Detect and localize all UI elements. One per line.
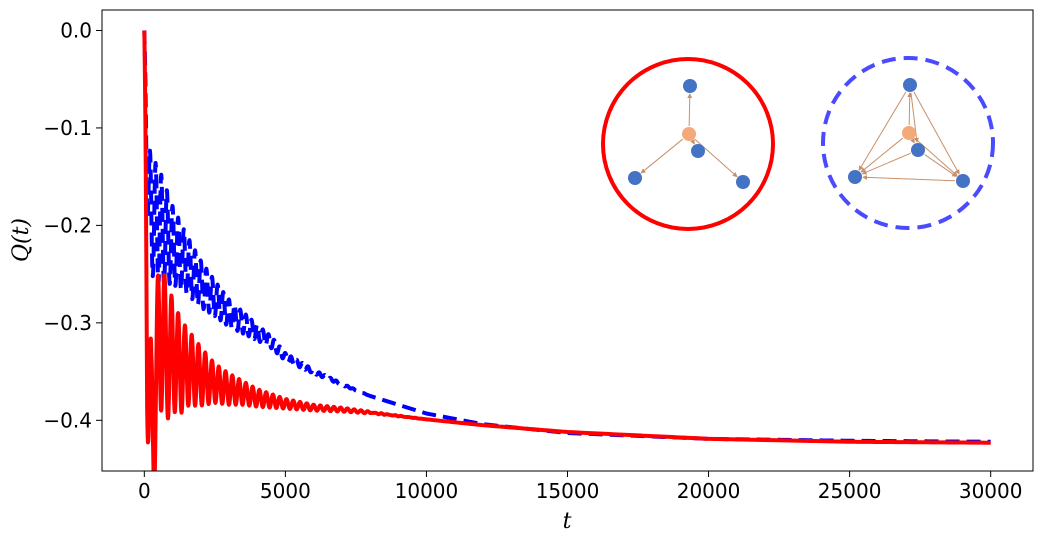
network-edge [907,92,913,126]
y-tick-label: −0.2 [43,213,92,237]
y-tick-label: −0.4 [43,408,92,432]
x-tick-label: 5000 [260,479,311,503]
y-tick-label: 0.0 [60,18,92,42]
network-edge [910,92,919,143]
series-layer [142,30,991,471]
x-tick-label: 25000 [818,479,882,503]
series-line [142,30,991,444]
network-node [911,143,925,157]
network-node [683,79,697,93]
network-edge [924,154,958,177]
network-node [903,78,917,92]
network-node [691,144,705,158]
network-edge [640,138,684,174]
network-node [736,175,750,189]
x-axis-label: t [563,509,572,534]
network-center-node [682,127,696,141]
inset-ring [821,56,995,230]
insets-layer [601,56,995,231]
y-tick-label: −0.3 [43,311,92,335]
network-edge [861,152,911,175]
network-node [848,170,862,184]
x-axis: 0 5000 10000 15000 20000 25000 30000 [138,471,1023,503]
x-tick-label: 30000 [959,479,1023,503]
network-edge [913,91,960,175]
network-node [628,171,642,185]
y-axis-label: Q(t) [9,218,34,262]
series-line [142,30,991,471]
network-edge [858,91,907,171]
network-edge [687,93,693,127]
inset-network [601,57,775,231]
network-edge [910,138,915,144]
inset-ring [601,57,775,231]
y-axis: 0.0 −0.1 −0.2 −0.3 −0.4 [43,18,102,432]
network-edge [862,174,956,182]
inset-network [821,56,995,230]
y-tick-label: −0.1 [43,116,92,140]
x-tick-label: 10000 [395,479,459,503]
network-edge [860,137,904,173]
x-tick-label: 0 [138,479,151,503]
network-edge [690,139,695,145]
x-tick-label: 15000 [536,479,600,503]
network-center-node [902,126,916,140]
network-node [956,174,970,188]
x-tick-label: 20000 [677,479,741,503]
